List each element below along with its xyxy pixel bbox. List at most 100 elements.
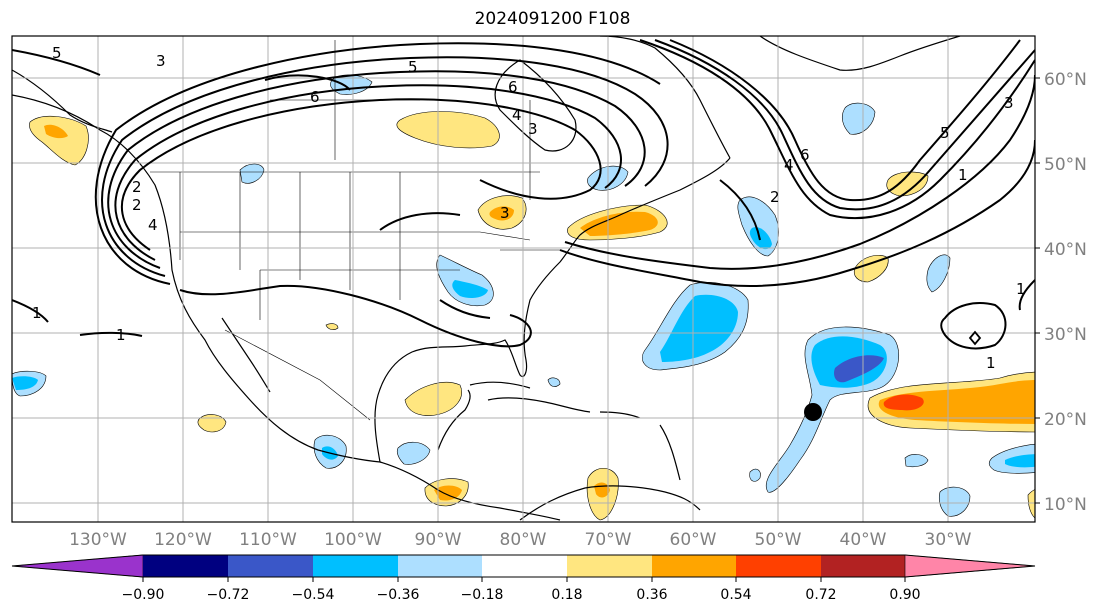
colorbar-segment [228, 555, 313, 577]
contour-label: 4 [784, 156, 794, 174]
lon-label: 50°W [755, 530, 802, 550]
positive-anomaly-region [29, 115, 89, 166]
coastline [469, 381, 531, 389]
contour-line [114, 84, 622, 261]
coastline [659, 424, 681, 481]
contour-label: 5 [52, 44, 62, 62]
contour-line [264, 74, 351, 91]
negative-anomaly-core [1005, 454, 1035, 468]
latitude-labels: 10°N 20°N 30°N 40°N 50°N 60°N [1044, 70, 1087, 515]
contour-label: 1 [32, 304, 42, 322]
colorbar-label: −0.18 [461, 587, 504, 603]
negative-anomaly-region [547, 377, 561, 387]
contour-label: 6 [508, 78, 518, 96]
longitude-labels: 130°W 120°W 110°W 100°W 90°W 80°W 70°W 6… [69, 530, 972, 550]
colorbar-label: −0.54 [292, 587, 335, 603]
contour-line [1018, 279, 1035, 311]
lat-label: 30°N [1044, 325, 1087, 345]
colorbar-label: 0.90 [889, 587, 920, 603]
contour-lines [12, 39, 1035, 350]
contour-label: 3 [500, 204, 510, 222]
contour-label: 1 [986, 354, 996, 372]
coastline [519, 485, 701, 521]
contour-line [639, 39, 1035, 219]
lat-label: 60°N [1044, 70, 1087, 90]
contour-line [379, 212, 461, 231]
lat-label: 10°N [1044, 495, 1087, 515]
colorbar-label: −0.36 [377, 587, 420, 603]
lat-label: 50°N [1044, 155, 1087, 175]
colorbar-segment [567, 555, 652, 577]
colorbar: −0.90 −0.72 −0.54 −0.36 −0.18 0.18 0.36 … [11, 554, 1036, 603]
contour-line [439, 299, 491, 319]
lon-label: 80°W [500, 530, 547, 550]
coastline [221, 317, 271, 393]
contour-label: 4 [512, 106, 522, 124]
contour-label: 2 [132, 196, 142, 214]
contour-label: 6 [310, 88, 320, 106]
colorbar-segment [821, 555, 905, 577]
political-borders [150, 40, 560, 421]
negative-anomaly-region [396, 441, 431, 465]
contour-label: 2 [132, 178, 142, 196]
coastline [374, 157, 731, 463]
lon-label: 30°W [925, 530, 972, 550]
contour-label: 1 [116, 326, 126, 344]
contour-line [654, 39, 1035, 211]
negative-anomaly-region [938, 486, 971, 517]
negative-anomaly-core [749, 227, 772, 250]
map-frame [11, 35, 1036, 523]
contour-line [12, 49, 101, 76]
contour-label-group: 5 3 6 5 6 4 3 2 4 2 3 4 5 6 3 1 2 1 1 1 … [32, 44, 1026, 372]
positive-anomaly-core [434, 485, 462, 501]
border [430, 231, 531, 241]
anomaly-shading [12, 74, 1035, 521]
high-pressure-marker [968, 330, 982, 346]
negative-anomaly-core [660, 294, 738, 362]
colorbar-extend-high [904, 554, 1036, 578]
colorbar-label: 0.72 [805, 587, 836, 603]
lon-label: 60°W [670, 530, 717, 550]
contour-line [179, 284, 532, 348]
strong-positive-anomaly [883, 394, 924, 411]
contour-label: 5 [940, 124, 950, 142]
contour-line [564, 74, 1035, 270]
colorbar-segment [652, 555, 736, 577]
lon-label: 100°W [324, 530, 382, 550]
negative-anomaly-region [749, 468, 761, 482]
contour-line [94, 42, 661, 285]
positive-anomaly-core [44, 124, 68, 139]
colorbar-segment [482, 555, 567, 577]
colorbar-label: 0.18 [551, 587, 582, 603]
contour-label: 2 [770, 188, 780, 206]
contour-label: 4 [148, 216, 158, 234]
lon-label: 90°W [415, 530, 462, 550]
colorbar-label: −0.90 [122, 587, 165, 603]
contour-line [101, 56, 669, 277]
colorbar-label: −0.72 [207, 587, 250, 603]
contour-line [940, 302, 1007, 350]
contour-line [12, 299, 49, 323]
contour-label: 3 [1004, 94, 1014, 112]
colorbar-segment [143, 555, 228, 577]
colorbar-segment [398, 555, 482, 577]
positive-anomaly-core [489, 206, 514, 221]
coastline [599, 36, 731, 159]
contour-label: 3 [156, 52, 166, 70]
lon-label: 110°W [239, 530, 297, 550]
negative-anomaly-region [239, 163, 265, 184]
coastline [12, 69, 113, 133]
negative-anomaly-region [926, 254, 951, 293]
colorbar-segment [736, 555, 821, 577]
strong-negative-anomaly [834, 355, 884, 383]
contour-label: 3 [528, 120, 538, 138]
lon-label: 130°W [69, 530, 127, 550]
contour-line [107, 70, 646, 269]
lon-label: 120°W [154, 530, 212, 550]
colorbar-segment [313, 555, 398, 577]
coastline [437, 389, 471, 451]
positive-anomaly-region [404, 381, 462, 416]
negative-anomaly-region [841, 102, 876, 135]
lat-label: 20°N [1044, 410, 1087, 430]
